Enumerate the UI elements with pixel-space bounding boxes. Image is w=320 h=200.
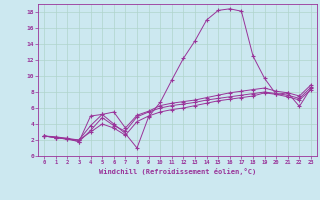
X-axis label: Windchill (Refroidissement éolien,°C): Windchill (Refroidissement éolien,°C): [99, 168, 256, 175]
